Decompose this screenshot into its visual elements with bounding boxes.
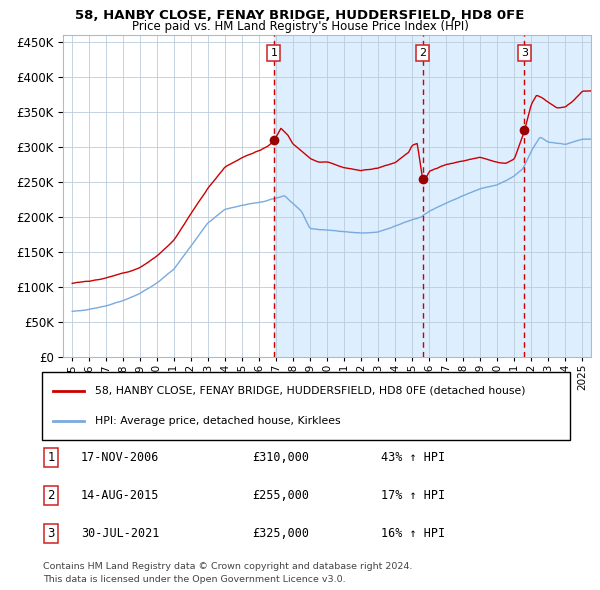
Text: £325,000: £325,000 — [252, 527, 309, 540]
Text: £310,000: £310,000 — [252, 451, 309, 464]
Text: 1: 1 — [271, 48, 277, 58]
Text: 17% ↑ HPI: 17% ↑ HPI — [381, 489, 445, 502]
Text: 2: 2 — [47, 489, 55, 502]
Text: 16% ↑ HPI: 16% ↑ HPI — [381, 527, 445, 540]
Text: 1: 1 — [47, 451, 55, 464]
Text: 43% ↑ HPI: 43% ↑ HPI — [381, 451, 445, 464]
Text: 3: 3 — [521, 48, 528, 58]
Text: 17-NOV-2006: 17-NOV-2006 — [81, 451, 160, 464]
Text: 58, HANBY CLOSE, FENAY BRIDGE, HUDDERSFIELD, HD8 0FE (detached house): 58, HANBY CLOSE, FENAY BRIDGE, HUDDERSFI… — [95, 386, 526, 396]
Text: 30-JUL-2021: 30-JUL-2021 — [81, 527, 160, 540]
Text: £255,000: £255,000 — [252, 489, 309, 502]
Text: Contains HM Land Registry data © Crown copyright and database right 2024.: Contains HM Land Registry data © Crown c… — [43, 562, 413, 571]
Text: 14-AUG-2015: 14-AUG-2015 — [81, 489, 160, 502]
Text: 2: 2 — [419, 48, 426, 58]
Text: This data is licensed under the Open Government Licence v3.0.: This data is licensed under the Open Gov… — [43, 575, 346, 584]
Text: HPI: Average price, detached house, Kirklees: HPI: Average price, detached house, Kirk… — [95, 415, 340, 425]
Text: 3: 3 — [47, 527, 55, 540]
Text: 58, HANBY CLOSE, FENAY BRIDGE, HUDDERSFIELD, HD8 0FE: 58, HANBY CLOSE, FENAY BRIDGE, HUDDERSFI… — [76, 9, 524, 22]
Bar — [274, 35, 600, 357]
Text: Price paid vs. HM Land Registry's House Price Index (HPI): Price paid vs. HM Land Registry's House … — [131, 20, 469, 33]
